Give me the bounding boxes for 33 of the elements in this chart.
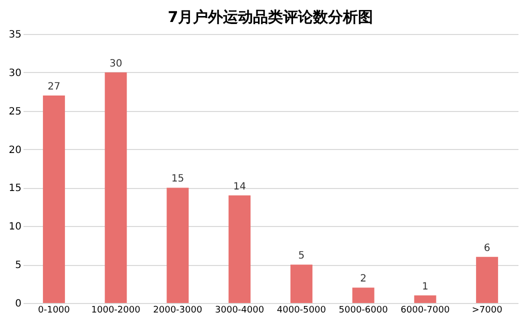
bar xyxy=(476,256,498,303)
data-label: 5 xyxy=(298,250,305,262)
chart-title: 7月户外运动品类评论数分析图 xyxy=(168,8,374,26)
y-tick-label: 5 xyxy=(15,260,22,272)
y-tick-label: 15 xyxy=(8,183,22,194)
data-label: 15 xyxy=(171,174,184,185)
x-tick-label: 4000-5000 xyxy=(276,306,326,316)
data-label: 1 xyxy=(422,281,428,292)
y-tick-label: 35 xyxy=(8,30,22,40)
data-label: 6 xyxy=(484,242,490,254)
data-label: 30 xyxy=(109,58,122,70)
data-label: 2 xyxy=(360,274,366,285)
x-tick-label: 5000-6000 xyxy=(338,306,388,316)
x-tick-label: 0-1000 xyxy=(38,306,70,316)
x-tick-label: 1000-2000 xyxy=(91,306,141,316)
bar xyxy=(42,95,65,303)
y-tick-label: 25 xyxy=(8,106,22,118)
y-tick-label: 0 xyxy=(15,298,22,310)
x-tick-label: 2000-3000 xyxy=(153,306,202,316)
data-label: 27 xyxy=(48,81,60,92)
bar xyxy=(414,295,436,303)
bar xyxy=(228,195,251,303)
data-label: 14 xyxy=(233,181,246,192)
y-tick-label: 10 xyxy=(8,222,22,233)
bar xyxy=(290,264,312,303)
y-tick-label: 20 xyxy=(8,144,22,156)
bar xyxy=(104,72,127,303)
bar xyxy=(166,188,189,303)
x-tick-label: >7000 xyxy=(472,306,503,316)
y-tick-label: 30 xyxy=(8,68,22,79)
x-tick-label: 3000-4000 xyxy=(215,306,264,316)
x-tick-label: 6000-7000 xyxy=(400,306,450,316)
bar xyxy=(352,288,374,303)
